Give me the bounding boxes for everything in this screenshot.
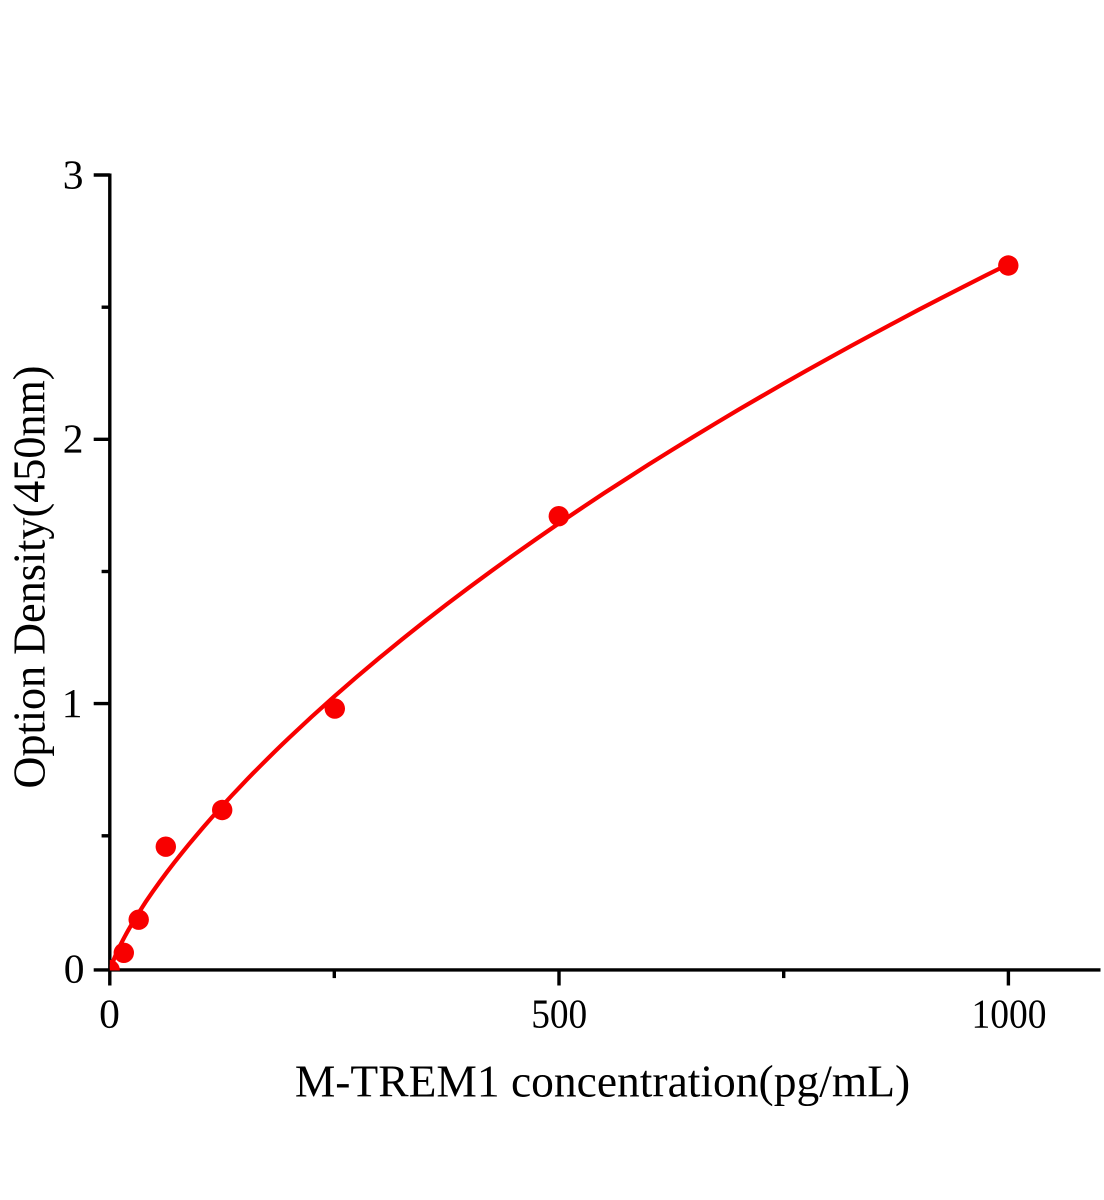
svg-text:0: 0: [99, 990, 120, 1036]
svg-text:1: 1: [62, 680, 83, 726]
svg-text:Option Density(450nm): Option Density(450nm): [3, 366, 54, 789]
svg-text:1000: 1000: [972, 990, 1047, 1036]
svg-text:3: 3: [63, 151, 84, 197]
svg-text:M-TREM1 concentration(pg/mL): M-TREM1 concentration(pg/mL): [295, 1055, 910, 1106]
svg-text:2: 2: [63, 416, 84, 462]
svg-text:500: 500: [531, 990, 587, 1036]
svg-text:0: 0: [64, 945, 85, 991]
